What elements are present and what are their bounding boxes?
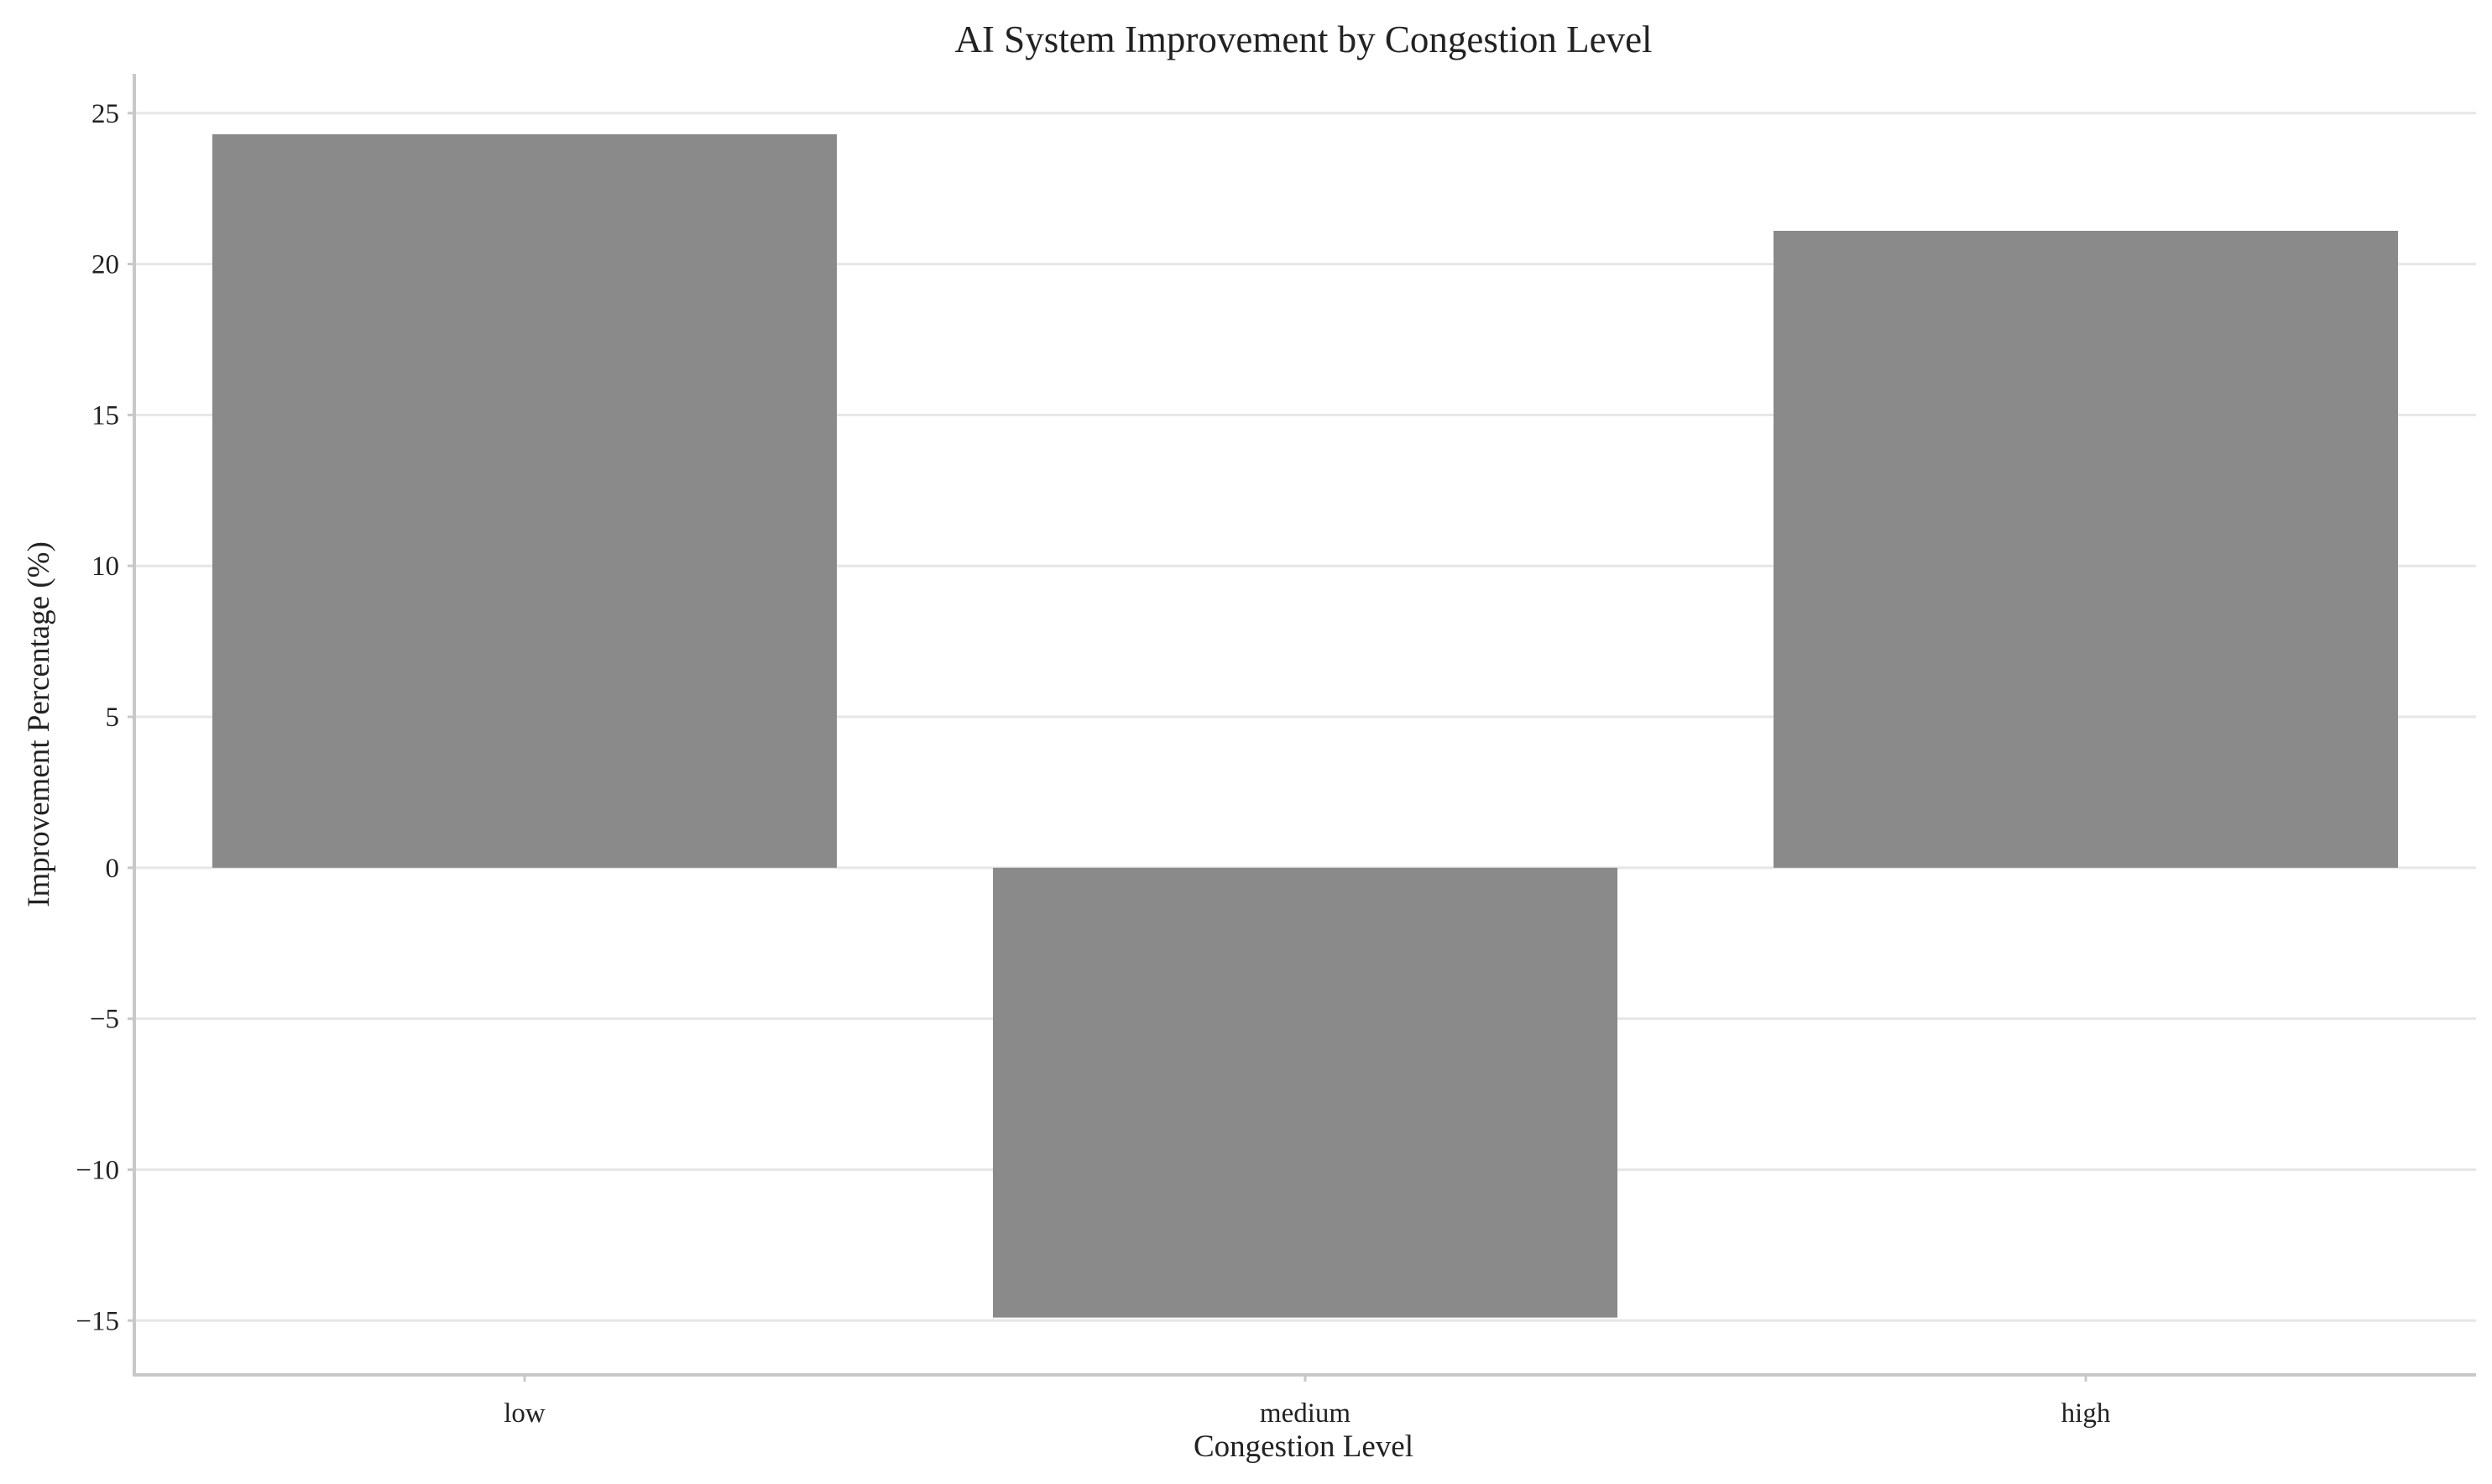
y-tick-label: 10 bbox=[91, 551, 119, 582]
x-ticks: low medium high bbox=[504, 1375, 2111, 1429]
y-tick-label: −10 bbox=[76, 1155, 119, 1185]
x-tick-label-medium: medium bbox=[1260, 1398, 1350, 1429]
axes bbox=[133, 74, 2476, 1377]
chart-title: AI System Improvement by Congestion Leve… bbox=[954, 18, 1652, 60]
y-tick-label: 20 bbox=[91, 250, 119, 280]
y-axis-label: Improvement Percentage (%) bbox=[22, 541, 56, 907]
axes-frame bbox=[133, 74, 2476, 1377]
y-tick-label: 15 bbox=[91, 400, 119, 431]
y-tick-label: 0 bbox=[106, 854, 120, 884]
bar-high bbox=[1774, 231, 2398, 868]
x-axis-label: Congestion Level bbox=[1194, 1429, 1413, 1464]
y-tick-label: −15 bbox=[76, 1306, 119, 1336]
x-tick-label-high: high bbox=[2061, 1398, 2111, 1429]
x-tick-label-low: low bbox=[504, 1398, 546, 1429]
bar-medium bbox=[993, 867, 1617, 1318]
y-tick-label: 5 bbox=[106, 703, 120, 733]
y-tick-label: 25 bbox=[91, 99, 119, 129]
bars bbox=[212, 133, 2398, 1318]
y-ticks: −15 −10 −5 0 5 10 15 20 25 bbox=[76, 99, 134, 1336]
y-tick-label: −5 bbox=[90, 1005, 119, 1035]
bar-low bbox=[212, 133, 837, 868]
